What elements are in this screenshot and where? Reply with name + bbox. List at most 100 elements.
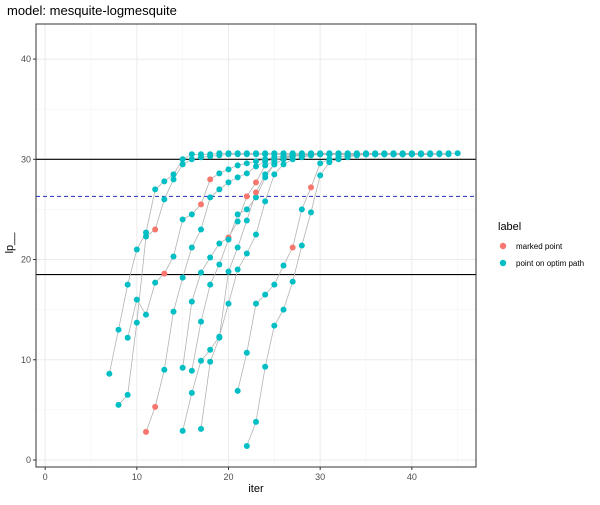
optim-path-point	[207, 281, 214, 288]
optim-path-point	[124, 391, 131, 398]
x-tick-label: 20	[223, 472, 233, 482]
optim-path-point	[225, 151, 232, 158]
optim-path-point	[179, 156, 186, 163]
optim-path-point	[207, 346, 214, 353]
optim-path-point	[280, 156, 287, 163]
optim-path-point	[317, 151, 324, 158]
optim-path-point	[253, 151, 259, 158]
optim-path-point	[198, 357, 204, 364]
optim-path-point	[335, 156, 342, 163]
optim-path-point	[243, 217, 250, 224]
optim-path-point	[372, 151, 379, 158]
optim-path-point	[363, 151, 369, 158]
optim-path-point	[188, 156, 195, 163]
legend-item-path: point on optim path	[499, 259, 584, 268]
optim-path-point	[179, 427, 186, 434]
optim-path-point	[326, 151, 333, 158]
optim-path-point	[198, 226, 204, 233]
legend-marker-path	[499, 259, 507, 267]
optim-path-point	[225, 268, 232, 275]
optim-path-point	[216, 186, 223, 193]
optim-path-point	[188, 367, 195, 374]
optim-path-point	[298, 152, 305, 159]
y-tick-label: 0	[26, 455, 31, 465]
optim-path-point	[262, 198, 269, 205]
optim-path-point	[445, 151, 452, 158]
optim-path-point	[161, 196, 168, 203]
optim-path-point	[344, 154, 351, 161]
optim-path-point	[179, 161, 186, 168]
optim-path-point	[271, 171, 278, 178]
optim-path-point	[234, 244, 241, 251]
optim-path-point	[253, 231, 259, 238]
x-tick-label: 30	[315, 472, 325, 482]
y-tick-label: 40	[21, 54, 31, 64]
optim-path-point	[418, 151, 424, 158]
marked-point	[289, 244, 296, 251]
optim-path-point	[243, 442, 250, 449]
optim-path-point	[152, 279, 159, 286]
optim-path-point	[253, 158, 259, 165]
optim-path-point	[243, 250, 250, 257]
optim-path-point	[133, 246, 140, 253]
optim-path-point	[225, 179, 232, 186]
optim-path-point	[253, 418, 259, 425]
optim-path-point	[161, 178, 168, 185]
optim-path-point	[207, 358, 214, 365]
marked-point	[243, 193, 250, 200]
optim-path-point	[161, 366, 168, 373]
optim-path-point	[115, 401, 122, 408]
optim-path-point	[170, 176, 177, 183]
optim-path-point	[188, 244, 195, 251]
marked-point	[207, 176, 214, 183]
optim-path-point	[253, 300, 259, 307]
optim-path-line	[182, 153, 321, 431]
x-tick-label: 10	[132, 472, 142, 482]
optim-path-point	[262, 162, 269, 169]
optim-path-point	[234, 211, 241, 218]
y-tick-label: 30	[21, 154, 31, 164]
optim-path-point	[243, 349, 250, 356]
optim-path-point	[271, 161, 278, 168]
optim-path-point	[179, 274, 186, 281]
optim-path-point	[262, 151, 269, 158]
legend: label marked point point on optim path	[498, 221, 584, 268]
optim-path-point	[133, 319, 140, 326]
optim-path-point	[143, 233, 149, 240]
optim-path-point	[289, 278, 296, 285]
plot-border	[35, 23, 477, 468]
optim-path-point	[427, 151, 434, 158]
optim-path-point	[390, 151, 397, 158]
optim-path-point	[225, 236, 232, 243]
optim-path-point	[234, 174, 241, 181]
y-tick-label: 10	[21, 355, 31, 365]
x-tick-label: 40	[407, 472, 417, 482]
optim-path-point	[170, 253, 177, 260]
optim-path-point	[234, 151, 241, 158]
marked-point	[253, 179, 259, 186]
marked-point	[198, 201, 204, 208]
optim-path-point	[308, 151, 314, 158]
optim-path-point	[179, 364, 186, 371]
optim-path-point	[188, 151, 195, 158]
optim-path-point	[289, 153, 296, 160]
optim-path-point	[124, 334, 131, 341]
optim-path-point	[198, 425, 204, 432]
marked-point	[143, 428, 149, 435]
optim-path-point	[253, 163, 259, 170]
optim-path-point	[216, 334, 223, 341]
optim-path-point	[408, 151, 415, 158]
optim-path-point	[216, 170, 223, 177]
marked-point	[161, 270, 168, 277]
optim-path-point	[308, 209, 314, 216]
optim-path-point	[436, 151, 443, 158]
optim-path-point	[216, 261, 223, 268]
optim-path-point	[225, 300, 232, 307]
x-axis-title: iter	[248, 483, 264, 495]
optim-path-point	[262, 363, 269, 370]
optim-path-point	[234, 162, 241, 169]
optim-path-point	[234, 218, 241, 225]
optim-path-point	[317, 160, 324, 167]
legend-label-marked: marked point	[516, 242, 563, 251]
